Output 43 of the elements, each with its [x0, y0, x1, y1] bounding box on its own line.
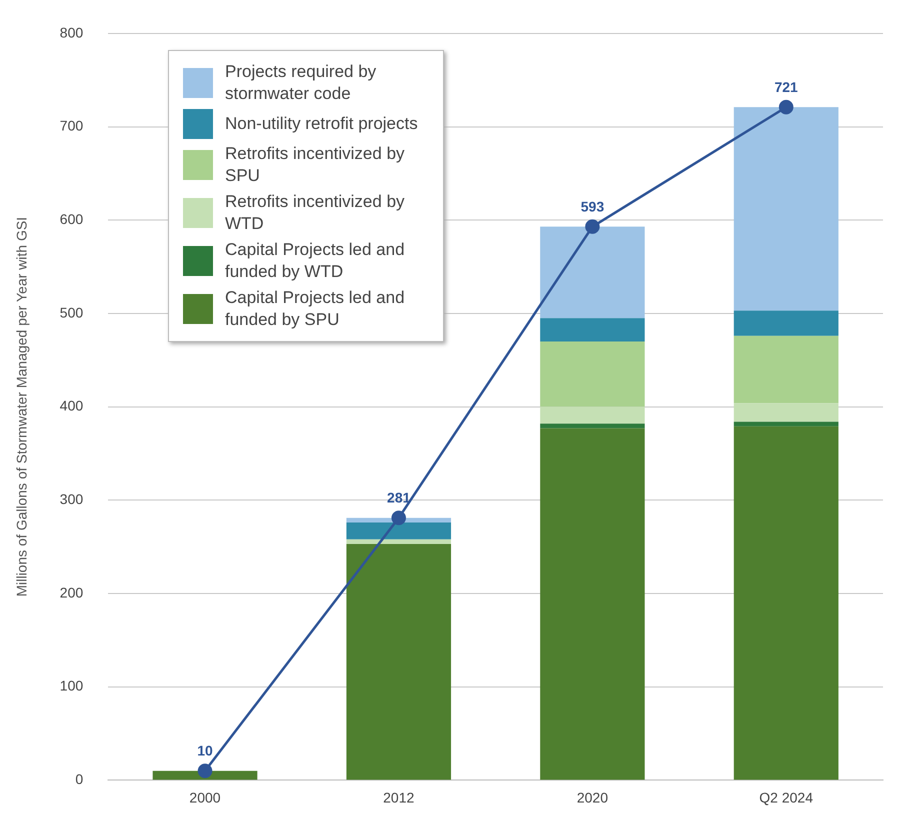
bar: [346, 539, 452, 544]
x-tick-label: 2020: [576, 789, 608, 806]
y-tick-label: 300: [60, 491, 84, 508]
y-tick-label: 600: [60, 210, 84, 227]
bar: [346, 544, 452, 780]
data-label: 10: [197, 742, 214, 759]
bar: [540, 341, 645, 407]
legend-label: Projects required by stormwater code: [225, 61, 378, 105]
data-label: 593: [580, 198, 604, 214]
data-label: 721: [774, 79, 798, 96]
legend-label: Capital Projects led and funded by WTD: [225, 239, 406, 283]
bar: [540, 318, 645, 342]
y-tick-label: 500: [60, 304, 84, 320]
y-tick-label: 400: [60, 398, 84, 414]
bar: [346, 522, 452, 540]
bar: [540, 226, 645, 318]
point: [585, 219, 600, 234]
legend-label: Retrofits incentivized by SPU: [225, 143, 406, 187]
x-tick-label: 2000: [189, 789, 221, 806]
point: [198, 764, 212, 778]
y-tick-label: 800: [60, 24, 84, 40]
bar: [540, 424, 645, 428]
y-tick-label: 0: [75, 771, 84, 788]
x-tick-label: 2012: [383, 789, 415, 806]
bar: [734, 310, 838, 336]
legend-label: Retrofits incentivized by WTD: [225, 191, 406, 235]
bar: [734, 336, 838, 404]
data-label: 281: [387, 490, 411, 506]
bar: [540, 406, 645, 424]
bar: [734, 403, 838, 422]
bar: [734, 107, 838, 311]
bar: [734, 426, 838, 780]
legend-label: Capital Projects led and funded by SPU: [225, 287, 406, 331]
y-tick-label: 200: [60, 584, 84, 600]
x-tick-label: Q2 2024: [759, 789, 814, 806]
point: [391, 510, 406, 526]
point: [778, 100, 794, 114]
bar: [540, 428, 645, 780]
y-tick-label: 100: [60, 678, 84, 694]
y-axis-title: Millions of Gallons of Stormwater Managed per Year with GSI: [13, 216, 30, 597]
bar: [734, 422, 838, 426]
y-tick-label: 700: [60, 118, 84, 134]
legend-label: Non-utility retrofit projects: [225, 113, 418, 135]
